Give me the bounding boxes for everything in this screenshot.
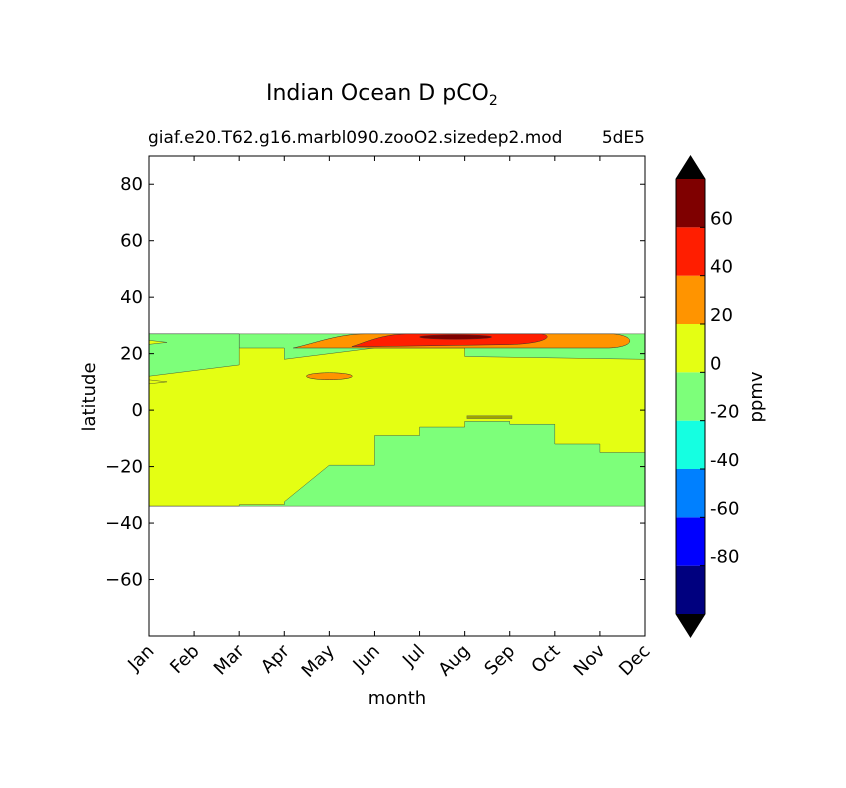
x-tick-label-jan: Jan <box>123 641 158 676</box>
x-tick-label-apr: Apr <box>257 640 294 677</box>
y-tick-label-2: 40 <box>120 287 143 308</box>
y-axis-label: latitude <box>79 362 100 431</box>
colorbar-tick-label-2: 20 <box>710 305 733 326</box>
plot-area: Jan Feb Mar Apr May Jun Jul Aug Sep Oct Nov Dec 80 6… <box>105 155 655 682</box>
y-tick-label-6: −40 <box>105 513 143 534</box>
colorbar-segment--60-to--40 <box>676 469 705 518</box>
colorbar-segment-0-to-20 <box>676 324 705 373</box>
contour-band-40-to-60-north <box>351 333 548 347</box>
colorbar-tick-label-4: -20 <box>710 402 739 423</box>
chart-subtitle-left: giaf.e20.T62.g16.marbl090.zooO2.sizedep2… <box>148 128 562 148</box>
chart-title: Indian Ocean D pCO2 <box>266 81 498 109</box>
colorbar-segment--80-to--60 <box>676 517 705 566</box>
plot-frame <box>148 155 646 637</box>
x-tick-label-may: May <box>298 640 339 681</box>
x-tick-label-jul: Jul <box>398 641 429 672</box>
contour-band-minus20-to-0-south <box>149 421 646 507</box>
x-tick-label-sep: Sep <box>480 641 519 680</box>
colorbar-extend-under <box>676 614 705 637</box>
contour-island-20-to-40-may <box>306 372 353 380</box>
colorbar-tick-label-5: -40 <box>710 450 739 471</box>
x-tick-label-oct: Oct <box>527 641 564 678</box>
contour-fields <box>148 333 646 507</box>
colorbar-tick-label-1: 40 <box>710 257 733 278</box>
colorbar-tick-label-7: -80 <box>710 547 739 568</box>
colorbar-extend-over <box>676 156 705 179</box>
y-axis: 80 60 40 20 0 −20 −40 −60 <box>105 174 645 591</box>
y-tick-label-7: −60 <box>105 570 143 591</box>
y-tick-label-0: 80 <box>120 174 143 195</box>
x-tick-label-feb: Feb <box>166 641 203 678</box>
colorbar-tick-label-3: 0 <box>710 353 721 374</box>
chart-title-main: Indian Ocean D pCO <box>266 81 489 106</box>
colorbar-tick-label-0: 60 <box>710 208 733 229</box>
x-tick-label-nov: Nov <box>570 640 610 680</box>
colorbar-segment-40-to-60 <box>676 227 705 276</box>
chart-title-subscript: 2 <box>489 93 498 109</box>
colorbar: 60 40 20 0 -20 -40 -60 -80 <box>675 155 739 638</box>
x-tick-label-jun: Jun <box>349 641 384 676</box>
y-tick-label-1: 60 <box>120 231 143 252</box>
y-tick-label-3: 20 <box>120 344 143 365</box>
contour-feature-equator-aug-sep <box>466 415 513 419</box>
x-tick-label-aug: Aug <box>434 641 474 681</box>
colorbar-segment-60-to-80 <box>676 179 705 228</box>
y-tick-label-4: 0 <box>132 400 143 421</box>
colorbar-label: ppmv <box>746 371 767 422</box>
chart-subtitle-right: 5dE5 <box>602 128 645 148</box>
colorbar-tick-label-6: -60 <box>710 498 739 519</box>
colorbar-segment-20-to-40 <box>676 275 705 324</box>
x-axis-label: month <box>368 688 426 709</box>
contour-band-60-to-80-north <box>419 334 492 340</box>
colorbar-segment--100-to--80 <box>676 565 705 614</box>
colorbar-frame <box>675 155 706 638</box>
y-tick-label-5: −20 <box>105 457 143 478</box>
colorbar-segment--20-to-0 <box>676 372 705 421</box>
colorbar-segment--40-to--20 <box>676 420 705 469</box>
x-tick-label-dec: Dec <box>615 641 654 680</box>
x-tick-label-mar: Mar <box>210 640 249 679</box>
